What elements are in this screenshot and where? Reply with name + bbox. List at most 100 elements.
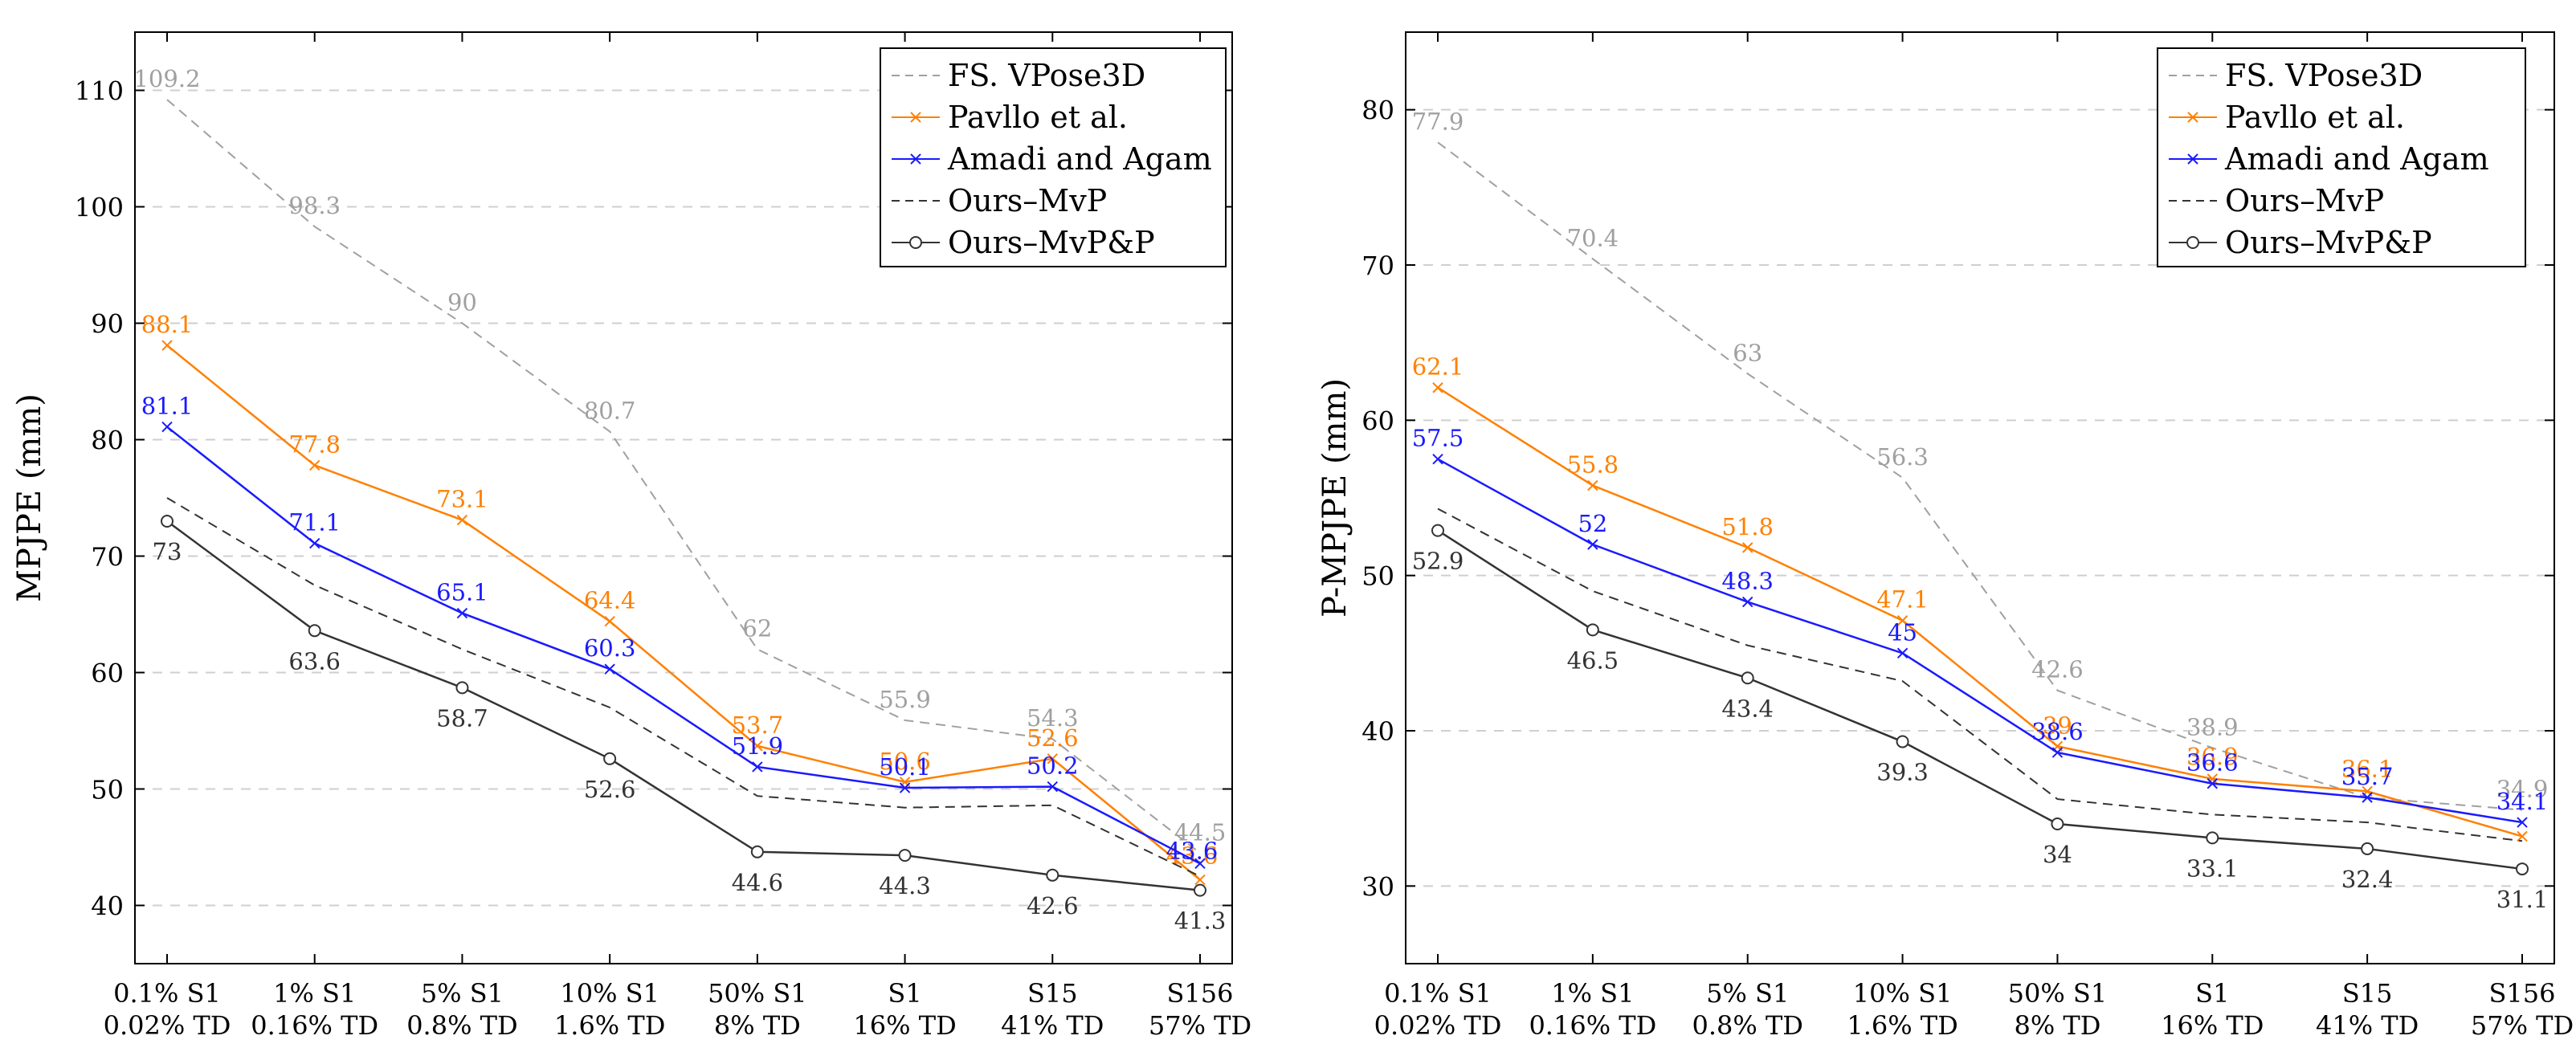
data-label: 35.7: [2341, 763, 2394, 790]
data-label: 32.4: [2341, 866, 2394, 893]
legend-label: Amadi and Agam: [2224, 141, 2489, 177]
y-axis-label: P-MPJPE (mm): [1317, 378, 1353, 618]
x-tick-label: S15: [2342, 978, 2393, 1009]
data-marker: [1432, 453, 1443, 465]
data-label: 62: [742, 615, 772, 642]
x-tick-label: S156: [2489, 978, 2556, 1009]
y-tick-label: 50: [1361, 561, 1394, 592]
data-marker: [1047, 781, 1058, 793]
legend-box: [880, 47, 1227, 267]
x-tick-label: 57% TD: [1149, 1010, 1251, 1041]
data-label: 43.6: [1166, 837, 1219, 864]
data-marker: [1742, 542, 1753, 553]
data-label: 58.7: [436, 704, 488, 732]
data-label: 70.4: [1567, 224, 1619, 251]
data-marker: [604, 663, 615, 675]
data-label: 90: [447, 289, 477, 316]
series-ours-mvp: [1437, 508, 2523, 842]
data-marker: [1194, 858, 1206, 870]
x-tick-label: 0.02% TD: [104, 1010, 231, 1041]
legend-label: Pavllo et al.: [2225, 100, 2405, 135]
data-label: 44.6: [732, 869, 784, 896]
data-marker: [1742, 596, 1753, 608]
x-tick-label: 0.16% TD: [1529, 1010, 1656, 1041]
data-label: 45: [1888, 618, 1917, 646]
data-label: 77.9: [1412, 108, 1464, 135]
y-tick-label: 70: [1361, 251, 1394, 281]
y-tick-label: 60: [91, 658, 124, 689]
data-label: 36.9: [2186, 743, 2239, 770]
data-label: 38.6: [2031, 718, 2084, 745]
data-label: 88.1: [141, 311, 194, 338]
data-marker: [1896, 735, 1909, 748]
data-label: 46.5: [1567, 646, 1619, 674]
series-pavllo-et-al-: 88.1 77.8 73.1 64.4 53.7 50.6 52.6 43.6: [141, 311, 1218, 886]
series-ours-mvp-p: 52.9 46.5 43.4 39.3 34 33.1 32.4 31.1: [1412, 524, 2548, 913]
data-marker: [1896, 615, 1909, 626]
legend-marker: [2187, 112, 2198, 123]
x-tick-label: S15: [1027, 978, 1078, 1009]
data-label: 38.9: [2186, 713, 2239, 740]
data-label: 47.1: [1876, 586, 1929, 614]
data-label: 60.3: [584, 634, 636, 662]
data-label: 34.1: [2496, 788, 2549, 815]
data-marker: [456, 514, 468, 526]
data-marker: [2517, 830, 2528, 842]
series-ours-mvp: [166, 497, 1201, 878]
x-tick-label: 0.1% S1: [113, 978, 221, 1009]
data-label: 55.8: [1567, 451, 1619, 479]
data-label: 52.6: [584, 776, 636, 803]
y-tick-label: 40: [1361, 716, 1394, 747]
data-marker: [1046, 868, 1059, 882]
data-marker: [752, 761, 763, 773]
x-tick-label: 8% TD: [714, 1010, 801, 1041]
data-marker: [2051, 747, 2064, 758]
x-tick-label: 0.02% TD: [1374, 1010, 1502, 1041]
data-marker: [2206, 831, 2219, 845]
data-label: 65.1: [436, 579, 488, 606]
x-tick-label: 5% S1: [1706, 978, 1789, 1009]
x-tick-label: 41% TD: [2316, 1010, 2419, 1041]
data-label: 73: [153, 538, 182, 565]
data-label: 36.1: [2341, 755, 2394, 782]
plot-frame: [134, 31, 1233, 964]
data-label: 50.1: [879, 753, 931, 781]
data-label: 77.8: [288, 430, 341, 458]
y-tick-label: 70: [91, 542, 124, 573]
data-label: 81.1: [141, 393, 194, 420]
legend-label: FS. VPose3D: [948, 58, 1145, 93]
y-tick-label: 80: [91, 426, 124, 456]
data-label: 33.1: [2186, 854, 2239, 882]
data-marker: [2051, 817, 2064, 830]
series-line: [166, 426, 1201, 865]
series-line: [166, 497, 1201, 878]
data-label: 36.6: [2186, 749, 2239, 777]
data-marker: [2517, 817, 2528, 828]
data-label: 39.3: [1876, 759, 1929, 786]
legend-marker: [909, 236, 922, 249]
data-label: 54.3: [1027, 704, 1079, 732]
x-tick-label: 8% TD: [2014, 1010, 2100, 1041]
series-line: [1437, 529, 2523, 870]
data-marker: [750, 845, 764, 858]
data-marker: [309, 459, 320, 471]
data-label: 34: [2043, 841, 2072, 868]
data-marker: [1431, 524, 1444, 537]
data-marker: [603, 752, 617, 765]
x-tick-label: 16% TD: [2161, 1010, 2264, 1041]
x-tick-label: 16% TD: [853, 1010, 956, 1041]
data-marker: [455, 681, 469, 695]
legend: FS. VPose3D Pavllo et al. Amadi and Agam Ou…: [2157, 47, 2526, 267]
legend-marker: [910, 153, 921, 165]
data-marker: [2361, 842, 2374, 855]
data-marker: [1741, 671, 1754, 685]
y-axis-label: MPJPE (mm): [11, 393, 48, 602]
y-tick-label: 100: [75, 193, 124, 223]
legend-label: Ours–MvP: [948, 183, 1107, 218]
data-marker: [1586, 623, 1599, 637]
x-tick-label: 50% S1: [708, 978, 807, 1009]
legend-label: Ours–MvP&P: [948, 225, 1155, 260]
x-tick-label: 1.6% TD: [1847, 1010, 1958, 1041]
x-tick-label: 10% S1: [560, 978, 659, 1009]
legend-label: Pavllo et al.: [948, 100, 1128, 135]
